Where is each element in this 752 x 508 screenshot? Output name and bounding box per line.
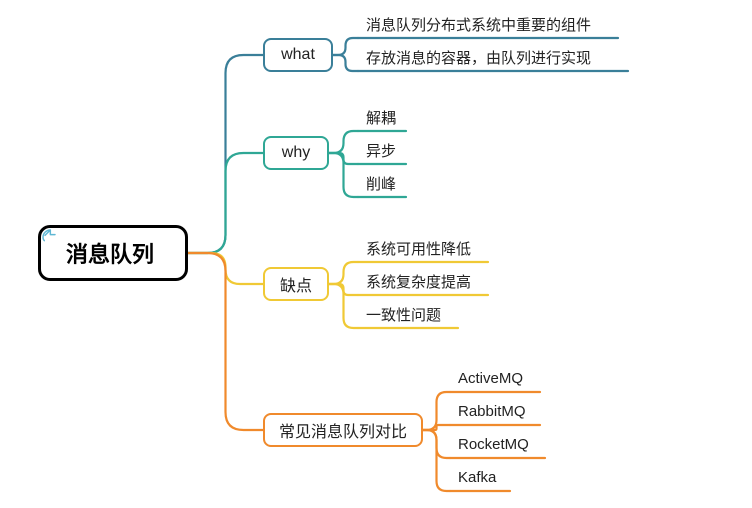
leaf-node[interactable]: RabbitMQ (450, 398, 540, 424)
leaf-node[interactable]: 异步 (358, 137, 406, 163)
leaf-node[interactable]: 消息队列分布式系统中重要的组件 (358, 11, 618, 37)
leaf-label: RocketMQ (458, 436, 529, 453)
leaf-label: 系统可用性降低 (366, 238, 471, 259)
leaf-node[interactable]: RocketMQ (450, 431, 545, 457)
leaf-label: 消息队列分布式系统中重要的组件 (366, 14, 591, 35)
leaf-label: 系统复杂度提高 (366, 271, 471, 292)
leaf-node[interactable]: 存放消息的容器，由队列进行实现 (358, 44, 628, 70)
leaf-node[interactable]: ActiveMQ (450, 365, 540, 391)
leaf-node[interactable]: 系统可用性降低 (358, 235, 488, 261)
leaf-label: Kafka (458, 469, 496, 486)
leaf-node[interactable]: 一致性问题 (358, 301, 458, 327)
leaf-label: 异步 (366, 140, 396, 161)
leaf-node[interactable]: 削峰 (358, 170, 406, 196)
leaf-label: 削峰 (366, 173, 396, 194)
leaf-label: ActiveMQ (458, 370, 523, 387)
branch-what[interactable]: what (263, 38, 333, 72)
branch-label: why (282, 144, 310, 162)
branch-compare[interactable]: 常见消息队列对比 (263, 413, 423, 447)
leaf-node[interactable]: 系统复杂度提高 (358, 268, 488, 294)
branch-label: what (281, 46, 315, 64)
branch-label: 缺点 (280, 272, 312, 296)
leaf-label: 解耦 (366, 107, 396, 128)
branch-label: 常见消息队列对比 (279, 418, 407, 442)
leaf-node[interactable]: 解耦 (358, 104, 406, 130)
leaf-label: 一致性问题 (366, 304, 441, 325)
leaf-label: 存放消息的容器，由队列进行实现 (366, 47, 591, 68)
leaf-label: RabbitMQ (458, 403, 526, 420)
leaf-node[interactable]: Kafka (450, 464, 510, 490)
branch-cons[interactable]: 缺点 (263, 267, 329, 301)
root-node[interactable]: 消息队列 (38, 225, 188, 281)
root-label: 消息队列 (66, 237, 154, 269)
branch-why[interactable]: why (263, 136, 329, 170)
